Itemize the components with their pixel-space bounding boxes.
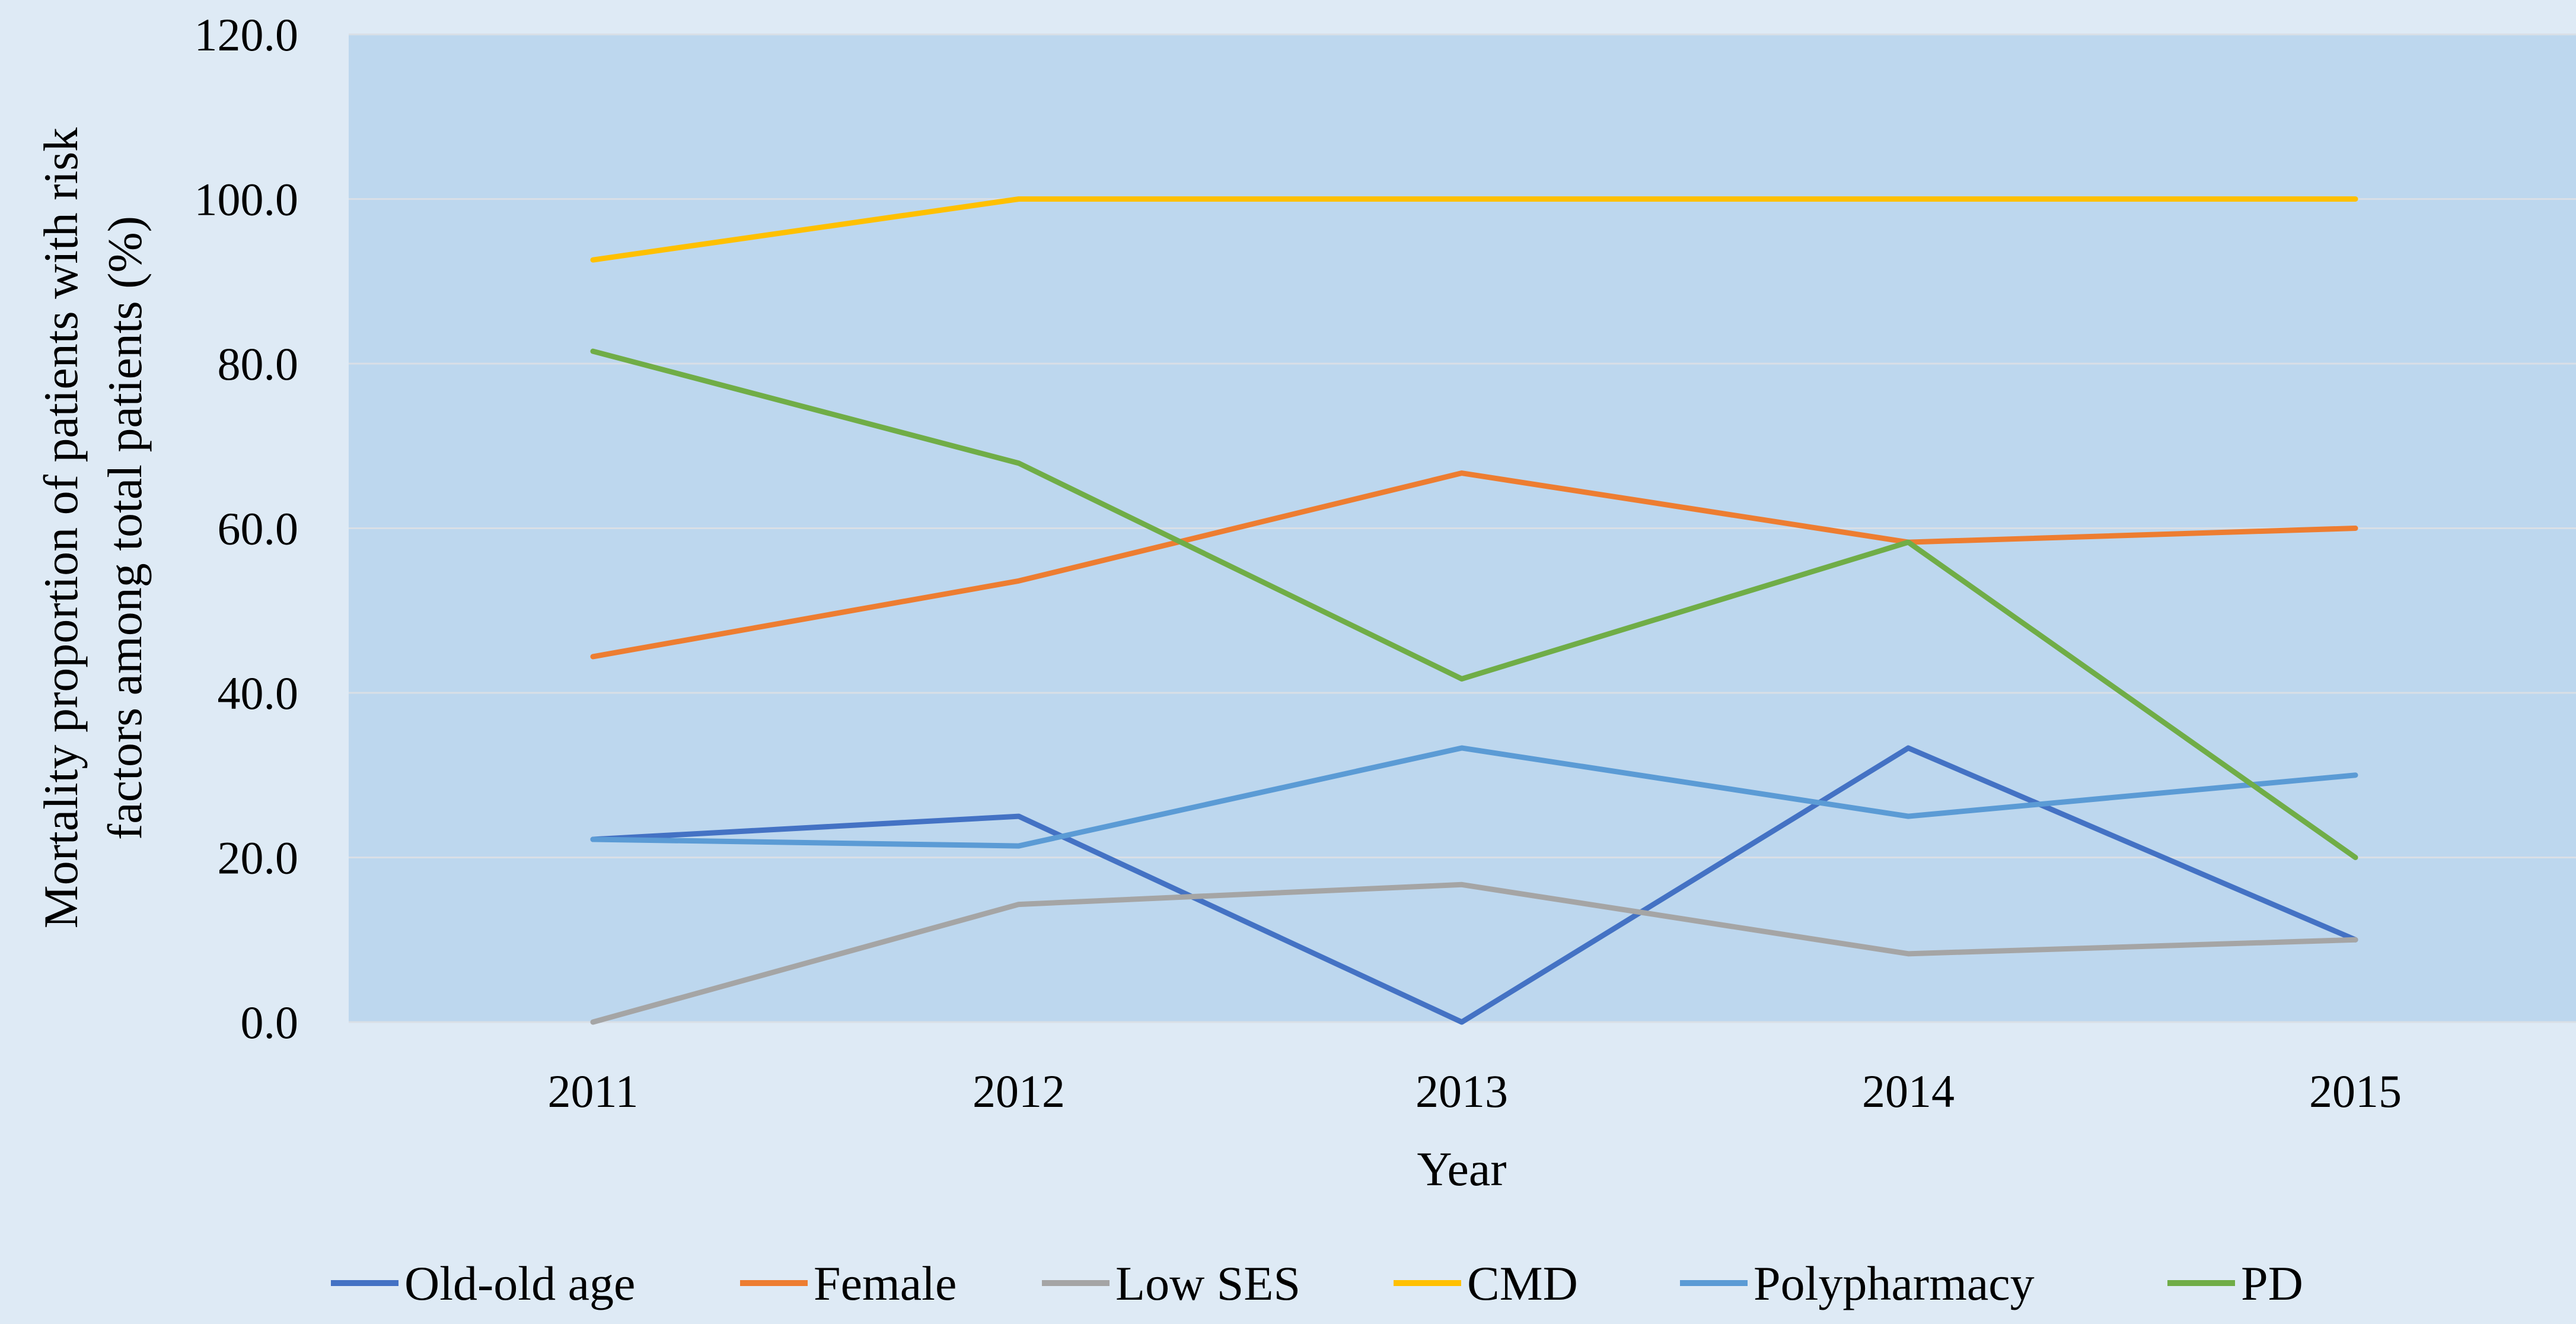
x-tick-label: 2012 <box>973 1065 1065 1117</box>
y-axis-ticks: 0.0 20.0 40.0 60.0 80.0 100.0 120.0 <box>195 9 299 1048</box>
y-axis-title-line-1: Mortality proportion of patients with ri… <box>34 128 88 929</box>
y-tick-label: 40.0 <box>218 667 299 719</box>
series-line-old-old-age <box>590 745 2358 1025</box>
x-tick-label: 2015 <box>2309 1065 2402 1117</box>
y-tick-label: 60.0 <box>218 503 299 555</box>
x-tick-label: 2013 <box>1415 1065 1508 1117</box>
x-axis-title: Year <box>1417 1142 1506 1196</box>
y-axis-title-line-2: factors among total patients (%) <box>98 216 152 840</box>
series-lines <box>590 196 2358 1025</box>
y-tick-label: 120.0 <box>195 9 299 61</box>
x-axis-ticks: 2011 2012 2013 2014 2015 <box>547 1065 2402 1117</box>
y-tick-label: 20.0 <box>218 832 299 884</box>
series-line-pd <box>590 348 2358 860</box>
x-tick-label: 2011 <box>547 1065 638 1117</box>
y-tick-label: 100.0 <box>195 174 299 225</box>
legend-label: Polypharmacy <box>1754 1256 2035 1310</box>
legend-label: Female <box>814 1256 957 1310</box>
series-line-cmd <box>590 196 2358 263</box>
legend-label: CMD <box>1467 1256 1578 1310</box>
y-axis-title: Mortality proportion of patients with ri… <box>34 128 152 929</box>
series-line-low-ses <box>590 881 2358 1025</box>
x-tick-label: 2014 <box>1862 1065 1955 1117</box>
y-tick-label: 0.0 <box>241 997 299 1048</box>
series-line-female <box>590 470 2358 660</box>
legend-label: Old-old age <box>404 1256 635 1310</box>
legend-label: PD <box>2241 1256 2303 1310</box>
legend-label: Low SES <box>1115 1256 1300 1310</box>
series-line-polypharmacy <box>590 745 2358 849</box>
y-tick-label: 80.0 <box>218 338 299 390</box>
legend: Old-old age Female Low SES CMD Polypharmacy P… <box>331 1256 2303 1310</box>
